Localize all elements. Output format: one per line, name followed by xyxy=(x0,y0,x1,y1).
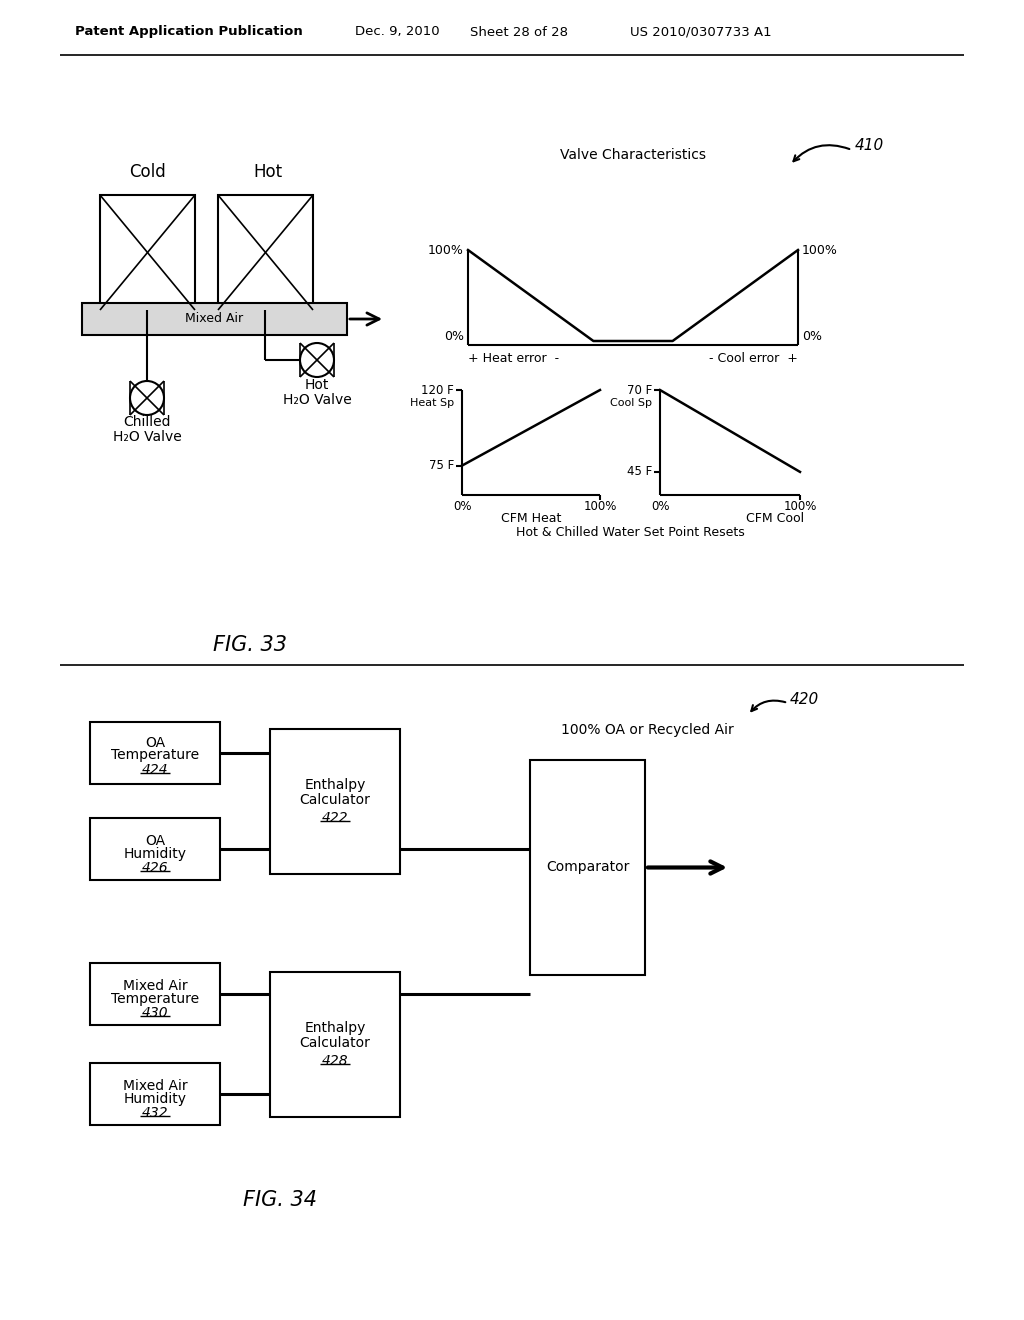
Text: 120 F: 120 F xyxy=(421,384,454,396)
Text: Dec. 9, 2010: Dec. 9, 2010 xyxy=(355,25,439,38)
Text: Temperature: Temperature xyxy=(111,748,199,762)
Text: Humidity: Humidity xyxy=(124,1092,186,1106)
Text: US 2010/0307733 A1: US 2010/0307733 A1 xyxy=(630,25,772,38)
FancyBboxPatch shape xyxy=(82,304,347,335)
Text: 75 F: 75 F xyxy=(429,459,454,473)
Text: Calculator: Calculator xyxy=(300,1036,371,1049)
Text: 70 F: 70 F xyxy=(627,384,652,396)
Text: OA: OA xyxy=(145,737,165,750)
Text: Cold: Cold xyxy=(130,162,166,181)
Text: Heat Sp: Heat Sp xyxy=(410,399,454,408)
Text: Hot: Hot xyxy=(305,378,329,392)
Text: FIG. 34: FIG. 34 xyxy=(243,1191,317,1210)
FancyBboxPatch shape xyxy=(270,972,400,1117)
Text: Comparator: Comparator xyxy=(546,861,629,874)
Text: 430: 430 xyxy=(141,1006,168,1020)
Text: Valve Characteristics: Valve Characteristics xyxy=(560,148,706,162)
Text: Temperature: Temperature xyxy=(111,993,199,1006)
Text: 0%: 0% xyxy=(802,330,822,343)
FancyBboxPatch shape xyxy=(90,964,220,1026)
FancyBboxPatch shape xyxy=(100,195,195,310)
Text: - Cool error  +: - Cool error + xyxy=(710,351,798,364)
Text: 424: 424 xyxy=(141,763,168,777)
Text: 420: 420 xyxy=(790,693,819,708)
FancyBboxPatch shape xyxy=(90,1063,220,1125)
Text: Hot & Chilled Water Set Point Resets: Hot & Chilled Water Set Point Resets xyxy=(516,527,744,540)
Text: 100%: 100% xyxy=(584,500,616,513)
Text: OA: OA xyxy=(145,834,165,847)
Text: 0%: 0% xyxy=(444,330,464,343)
Text: 422: 422 xyxy=(322,810,348,825)
Text: Enthalpy: Enthalpy xyxy=(304,1020,366,1035)
Text: 426: 426 xyxy=(141,861,168,875)
Text: 410: 410 xyxy=(855,137,885,153)
Text: 100%: 100% xyxy=(783,500,817,513)
FancyBboxPatch shape xyxy=(218,195,313,310)
Text: Chilled: Chilled xyxy=(123,414,171,429)
Text: Calculator: Calculator xyxy=(300,793,371,807)
FancyBboxPatch shape xyxy=(270,729,400,874)
Text: H₂O Valve: H₂O Valve xyxy=(113,430,181,444)
FancyBboxPatch shape xyxy=(530,760,645,975)
Text: H₂O Valve: H₂O Valve xyxy=(283,393,351,407)
Text: CFM Cool: CFM Cool xyxy=(745,512,804,525)
Text: Sheet 28 of 28: Sheet 28 of 28 xyxy=(470,25,568,38)
FancyBboxPatch shape xyxy=(90,818,220,880)
Text: 432: 432 xyxy=(141,1106,168,1119)
Text: 0%: 0% xyxy=(453,500,471,513)
Text: Mixed Air: Mixed Air xyxy=(123,979,187,993)
Text: 428: 428 xyxy=(322,1053,348,1068)
Text: + Heat error  -: + Heat error - xyxy=(468,351,559,364)
Text: Humidity: Humidity xyxy=(124,847,186,861)
Text: 100% OA or Recycled Air: 100% OA or Recycled Air xyxy=(561,723,734,737)
Text: 0%: 0% xyxy=(650,500,670,513)
Text: FIG. 33: FIG. 33 xyxy=(213,635,287,655)
Text: Mixed Air: Mixed Air xyxy=(123,1078,187,1093)
Text: Mixed Air: Mixed Air xyxy=(185,313,244,326)
Text: Hot: Hot xyxy=(253,162,283,181)
Text: 100%: 100% xyxy=(428,243,464,256)
Text: Cool Sp: Cool Sp xyxy=(610,399,652,408)
FancyBboxPatch shape xyxy=(90,722,220,784)
Text: 45 F: 45 F xyxy=(627,466,652,478)
Text: CFM Heat: CFM Heat xyxy=(501,512,561,525)
Text: Enthalpy: Enthalpy xyxy=(304,777,366,792)
Text: Patent Application Publication: Patent Application Publication xyxy=(75,25,303,38)
Text: 100%: 100% xyxy=(802,243,838,256)
